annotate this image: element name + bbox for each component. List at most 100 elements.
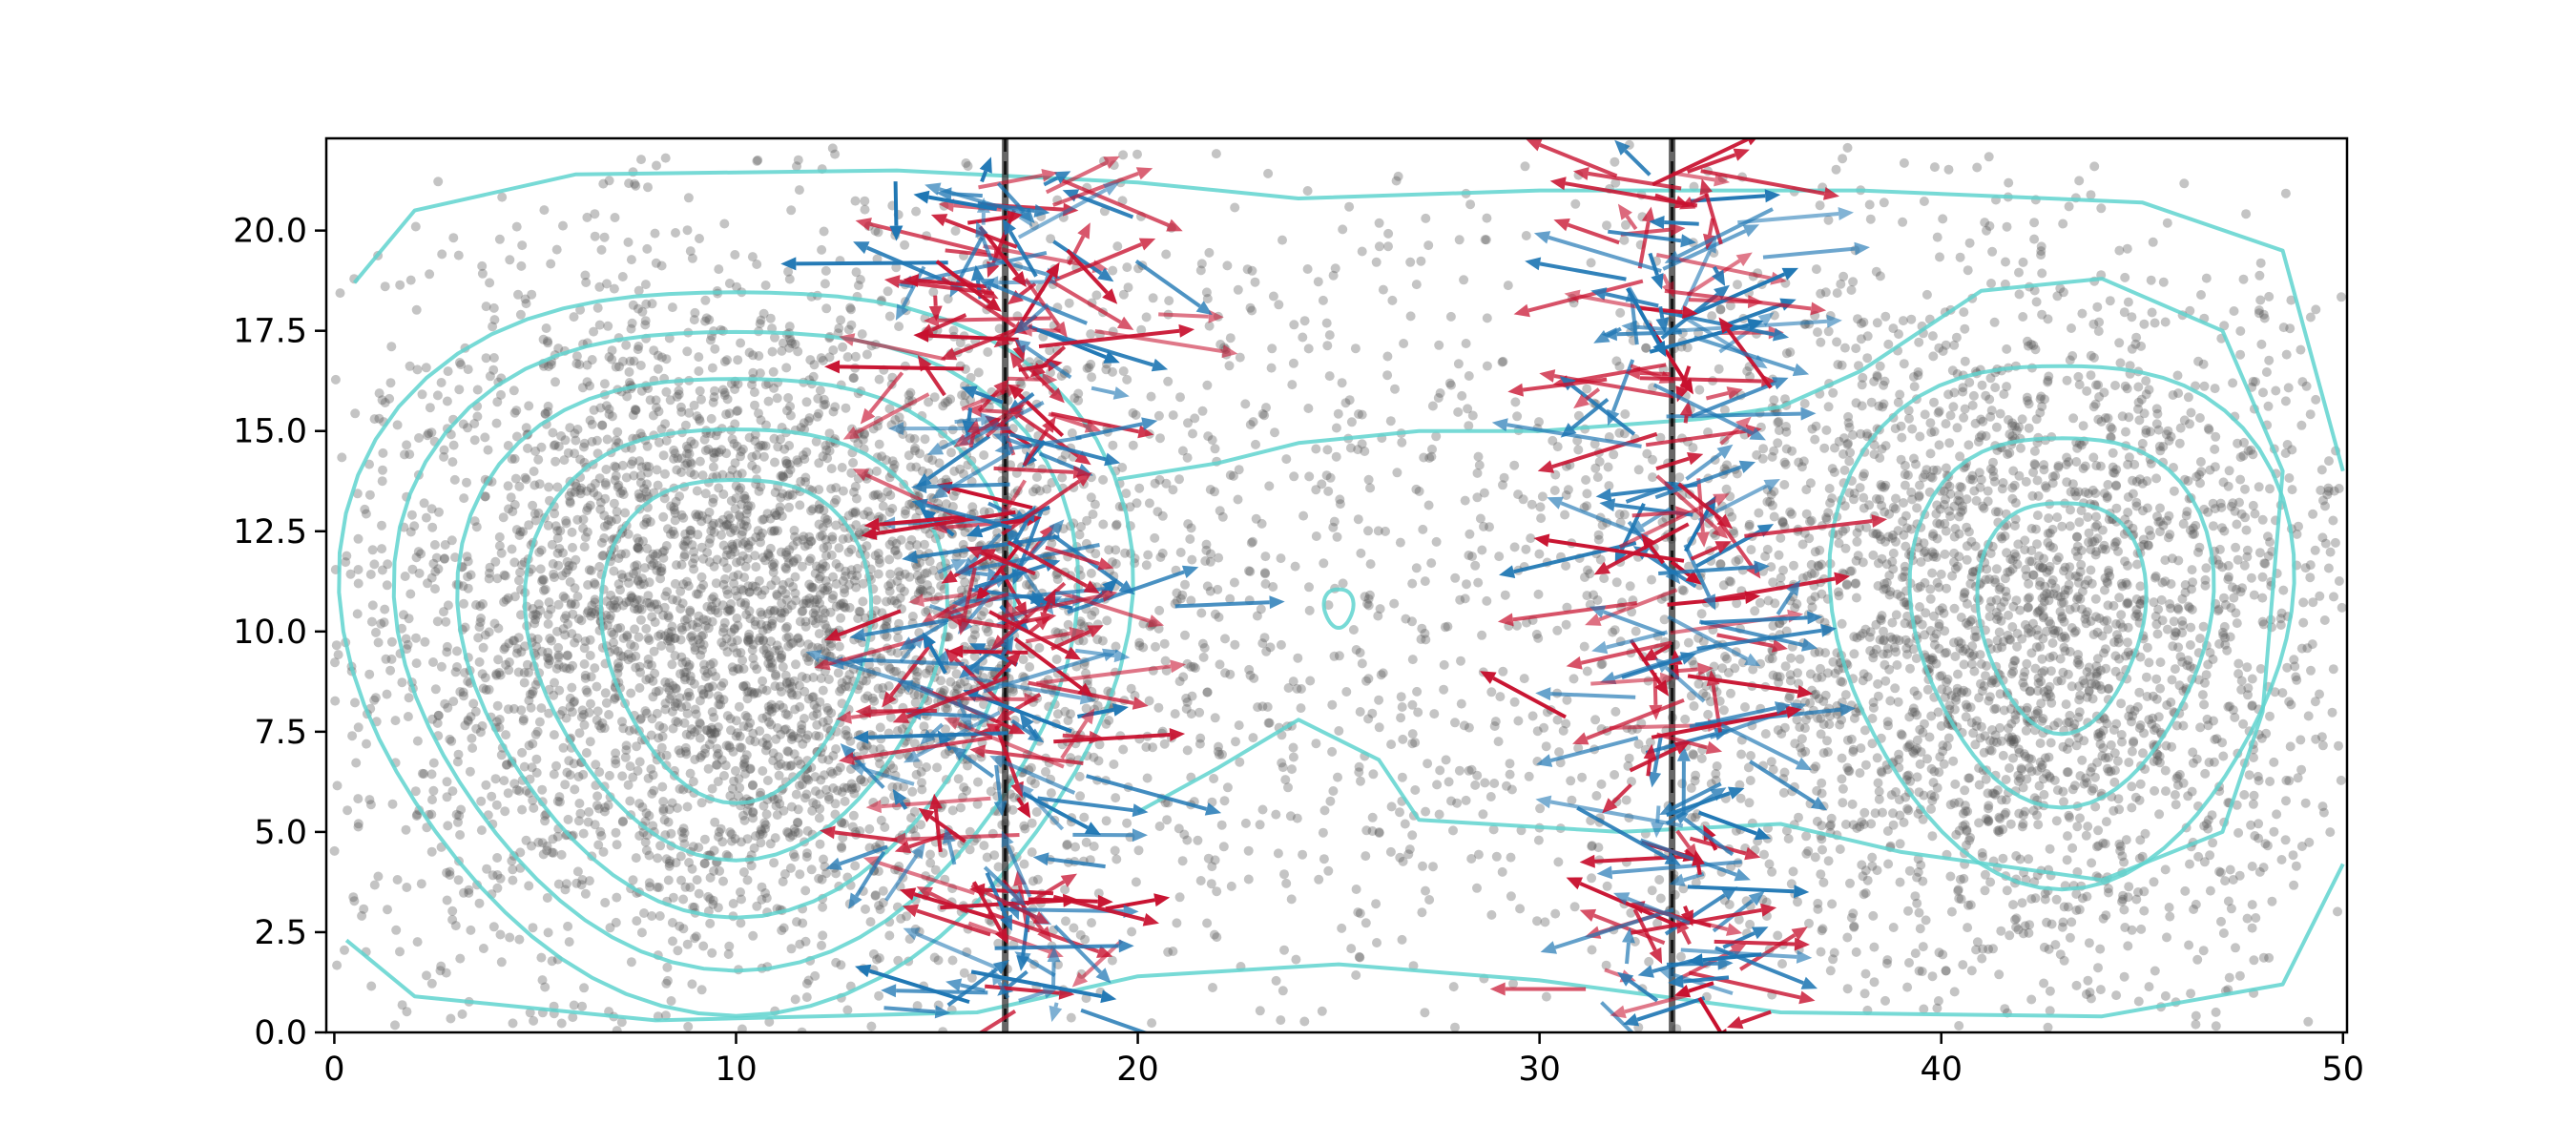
scatter-point	[758, 514, 768, 525]
scatter-point	[730, 547, 740, 557]
scatter-point	[911, 206, 922, 217]
scatter-point	[705, 533, 716, 544]
scatter-point	[821, 623, 832, 634]
scatter-point	[698, 553, 709, 564]
scatter-point	[731, 731, 741, 741]
scatter-point	[782, 621, 792, 632]
scatter-point	[2083, 975, 2093, 986]
scatter-point	[1659, 614, 1670, 625]
scatter-point	[814, 573, 824, 584]
scatter-point	[917, 585, 927, 595]
scatter-point	[678, 823, 689, 834]
scatter-point	[1170, 709, 1180, 719]
scatter-point	[490, 774, 501, 784]
scatter-point	[428, 785, 439, 796]
scatter-point	[544, 482, 554, 492]
scatter-point	[517, 804, 528, 815]
scatter-point	[599, 723, 610, 734]
scatter-point	[604, 404, 614, 414]
scatter-point	[761, 643, 772, 654]
scatter-point	[929, 952, 940, 963]
scatter-point	[1296, 703, 1306, 714]
scatter-point	[883, 681, 894, 691]
scatter-point	[700, 316, 711, 326]
scatter-point	[798, 450, 808, 461]
scatter-point	[2317, 802, 2328, 812]
scatter-point	[575, 304, 586, 315]
scatter-point	[2198, 946, 2209, 956]
scatter-point	[624, 725, 634, 736]
scatter-point	[675, 402, 686, 412]
scatter-point	[695, 456, 705, 467]
scatter-point	[613, 553, 624, 564]
scatter-point	[552, 831, 563, 842]
scatter-point	[2287, 485, 2297, 495]
scatter-point	[2135, 581, 2146, 592]
scatter-point	[824, 428, 835, 439]
scatter-point	[528, 610, 538, 620]
scatter-point	[594, 473, 605, 484]
scatter-point	[553, 652, 564, 662]
scatter-point	[2280, 835, 2291, 845]
scatter-point	[848, 810, 859, 821]
scatter-point	[459, 493, 469, 504]
scatter-point	[600, 493, 611, 504]
scatter-point	[798, 534, 808, 545]
scatter-point	[2113, 546, 2123, 556]
scatter-point	[1839, 343, 1850, 353]
scatter-point	[652, 403, 661, 413]
scatter-point	[2012, 629, 2023, 638]
scatter-point	[460, 720, 470, 731]
scatter-point	[579, 542, 590, 552]
scatter-point	[587, 419, 597, 429]
scatter-point	[858, 434, 868, 445]
scatter-point	[2203, 659, 2213, 670]
scatter-point	[875, 722, 885, 733]
scatter-point	[519, 761, 530, 772]
scatter-point	[759, 585, 770, 595]
scatter-point	[528, 923, 538, 933]
scatter-point	[341, 557, 351, 568]
scatter-point	[815, 504, 825, 513]
scatter-point	[778, 489, 788, 499]
scatter-point	[801, 852, 812, 862]
scatter-point	[537, 784, 548, 795]
scatter-point	[447, 457, 458, 468]
scatter-point	[2169, 486, 2179, 496]
scatter-point	[909, 446, 920, 456]
scatter-point	[1210, 444, 1220, 454]
scatter-point	[1859, 807, 1870, 818]
scatter-point	[1851, 344, 1861, 354]
scatter-point	[694, 352, 704, 363]
scatter-point	[733, 663, 743, 674]
scatter-point	[2089, 161, 2100, 172]
scatter-point	[2111, 619, 2121, 629]
scatter-point	[400, 572, 410, 581]
scatter-point	[528, 739, 538, 749]
scatter-point	[701, 313, 712, 323]
scatter-point	[756, 607, 766, 617]
scatter-point	[1255, 820, 1265, 830]
scatter-point	[578, 769, 589, 780]
scatter-point	[781, 459, 792, 469]
scatter-point	[824, 794, 834, 804]
scatter-point	[604, 770, 614, 781]
scatter-point	[801, 397, 812, 407]
scatter-point	[536, 442, 547, 452]
scatter-point	[1909, 382, 1920, 392]
scatter-point	[395, 947, 405, 957]
scatter-point	[508, 875, 518, 885]
scatter-point	[834, 543, 844, 553]
scatter-point	[850, 196, 861, 206]
scatter-point	[597, 718, 608, 728]
scatter-point	[2044, 752, 2054, 762]
scatter-point	[538, 849, 549, 860]
scatter-point	[921, 668, 931, 678]
scatter-point	[749, 689, 759, 699]
scatter-point	[709, 592, 718, 602]
scatter-point	[815, 590, 825, 600]
scatter-point	[672, 560, 681, 571]
scatter-point	[656, 260, 667, 271]
scatter-point	[794, 680, 804, 691]
scatter-point	[642, 543, 653, 553]
